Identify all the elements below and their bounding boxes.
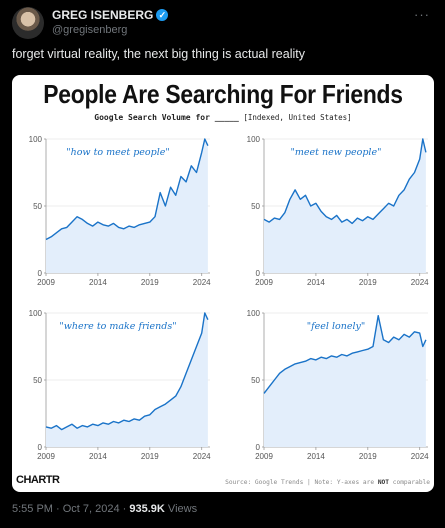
chart-panel-meet-new-people: 0 50 100 2009 2014 2019 2024 "meet new people" xyxy=(238,133,434,298)
series-line xyxy=(45,312,209,431)
chart-feel-lonely: 0 50 100 2009 2014 2019 2024 "feel lonely" xyxy=(247,309,430,461)
tweet-text: forget virtual reality, the next big thi… xyxy=(12,47,305,61)
tweet-timestamp[interactable]: 5:55 PM · Oct 7, 2024 · xyxy=(12,503,130,515)
chart-where-to-make-friends: 0 50 100 2009 2014 2019 2024 "where to make fri… xyxy=(29,309,212,461)
chart-panel-where-to-make-friends: 0 50 100 2009 2014 2019 2024 "where to make fri… xyxy=(20,307,220,472)
x-tick-label: 2014 xyxy=(307,452,325,461)
chart-panel-feel-lonely: 0 50 100 2009 2014 2019 2024 "feel lonely" xyxy=(238,307,434,472)
source-text: Source: Google Trends | Note: Y-axes are xyxy=(225,479,378,486)
x-tick-label: 2009 xyxy=(37,452,55,461)
y-tick-label: 0 xyxy=(256,269,261,278)
x-tick-label: 2024 xyxy=(193,278,211,287)
x-tick-label: 2019 xyxy=(141,452,159,461)
series-line xyxy=(263,138,427,225)
chart-title: People Are Searching For Friends xyxy=(43,79,403,109)
series-area xyxy=(46,139,208,273)
chart-label: "feel lonely" xyxy=(307,321,365,332)
author-name-text[interactable]: GREG ISENBERG xyxy=(52,8,154,22)
x-tick-label: 2009 xyxy=(255,452,273,461)
views-label: Views xyxy=(164,503,198,515)
chart-label: "how to meet people" xyxy=(66,147,170,158)
y-tick-label: 50 xyxy=(251,376,260,385)
x-tick-label: 2014 xyxy=(89,278,107,287)
y-tick-label: 0 xyxy=(38,269,43,278)
author-handle[interactable]: @gregisenberg xyxy=(52,24,128,36)
y-tick-label: 50 xyxy=(251,202,260,211)
y-tick-label: 100 xyxy=(29,309,43,318)
avatar[interactable] xyxy=(12,7,44,39)
source-not: NOT xyxy=(377,479,390,486)
chart-subtitle: Google Search Volume for _____ [Indexed,… xyxy=(12,113,434,122)
x-tick-label: 2024 xyxy=(411,278,429,287)
tweet-header: GREG ISENBERG ✓ @gregisenberg ··· xyxy=(12,7,432,39)
x-tick-label: 2019 xyxy=(141,278,159,287)
chartr-logo: CHARTR xyxy=(16,474,60,486)
series-area xyxy=(264,315,426,447)
tweet-meta: 5:55 PM · Oct 7, 2024 · 935.9K Views xyxy=(12,503,197,515)
source-end: comparable xyxy=(389,479,430,486)
x-tick-label: 2014 xyxy=(307,278,325,287)
y-tick-label: 50 xyxy=(33,202,42,211)
y-tick-label: 100 xyxy=(29,135,43,144)
x-tick-label: 2024 xyxy=(193,452,211,461)
author-name[interactable]: GREG ISENBERG ✓ xyxy=(52,8,169,22)
chart-how-to-meet-people: 0 50 100 2009 2014 2019 2024 "how to meet peopl… xyxy=(29,135,212,287)
x-tick-label: 2009 xyxy=(255,278,273,287)
verified-icon: ✓ xyxy=(156,9,169,21)
series-area xyxy=(46,313,208,447)
chart-label: "where to make friends" xyxy=(59,321,176,332)
series-line xyxy=(45,138,209,241)
series-line xyxy=(263,315,427,394)
series-area xyxy=(264,139,426,273)
chart-meet-new-people: 0 50 100 2009 2014 2019 2024 "meet new people" xyxy=(247,135,430,287)
tweet-image[interactable]: People Are Searching For Friends Google … xyxy=(12,75,434,492)
y-tick-label: 100 xyxy=(247,309,261,318)
y-tick-label: 0 xyxy=(38,443,43,452)
more-options-icon[interactable]: ··· xyxy=(414,7,430,22)
chart-label: "meet new people" xyxy=(291,147,382,158)
chart-panel-how-to-meet-people: 0 50 100 2009 2014 2019 2024 "how to meet peopl… xyxy=(20,133,220,298)
y-tick-label: 100 xyxy=(247,135,261,144)
x-tick-label: 2009 xyxy=(37,278,55,287)
chart-source-note: Source: Google Trends | Note: Y-axes are… xyxy=(225,479,430,486)
view-count: 935.9K xyxy=(129,503,165,515)
x-tick-label: 2014 xyxy=(89,452,107,461)
x-tick-label: 2024 xyxy=(411,452,429,461)
x-tick-label: 2019 xyxy=(359,452,377,461)
y-tick-label: 50 xyxy=(33,376,42,385)
y-tick-label: 0 xyxy=(256,443,261,452)
subtitle-note: [Indexed, United States] xyxy=(243,113,352,122)
subtitle-main: Google Search Volume for _____ xyxy=(94,113,239,122)
x-tick-label: 2019 xyxy=(359,278,377,287)
